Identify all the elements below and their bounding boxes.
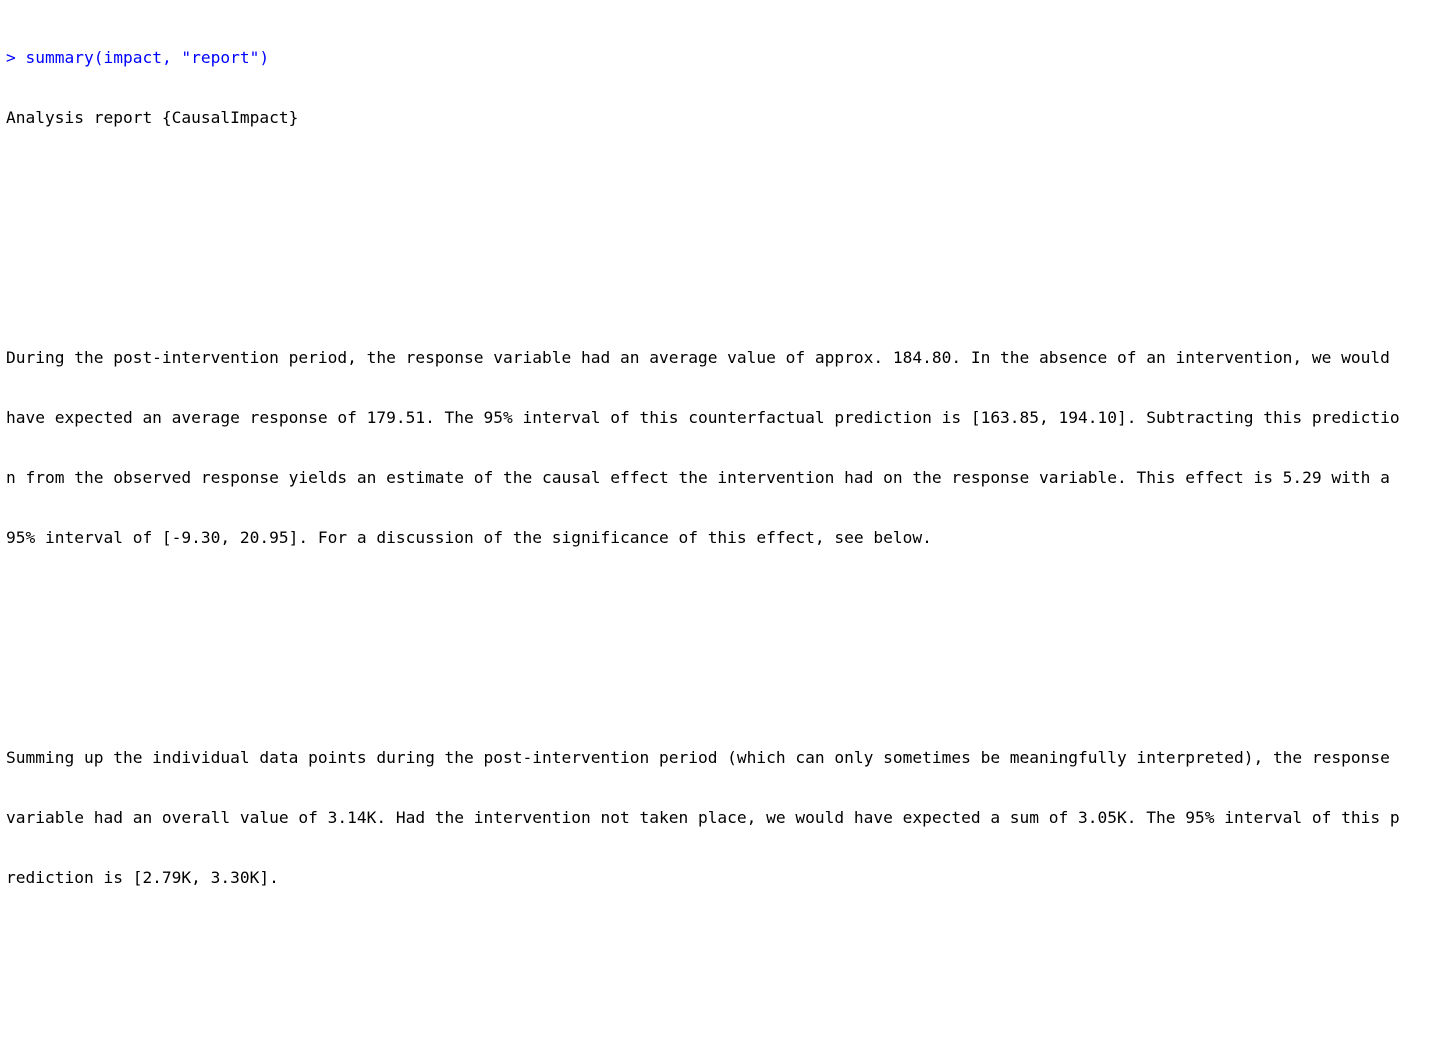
command-line: > summary(impact, "report") [6,48,1447,68]
output-title: Analysis report {CausalImpact} [6,108,299,127]
report-line: rediction is [2.79K, 3.30K]. [6,868,279,887]
blank-line [6,968,1447,988]
command-prompt: > [6,48,26,67]
report-paragraph-average: During the post-intervention period, the… [6,308,1447,588]
r-console[interactable]: > summary(impact, "report") Analysis rep… [0,0,1447,887]
report-line: During the post-intervention period, the… [6,348,1390,367]
command-text: summary(impact, "report") [25,48,270,67]
report-paragraph-relative: The above results are given in terms of … [6,1048,1447,1062]
blank-line [6,628,1447,648]
blank-line [6,168,1447,188]
report-line: 95% interval of [-9.30, 20.95]. For a di… [6,528,932,547]
blank-line [6,228,1447,248]
report-line: n from the observed response yields an e… [6,468,1390,487]
report-line: variable had an overall value of 3.14K. … [6,808,1400,827]
report-paragraph-cumulative: Summing up the individual data points du… [6,708,1447,928]
report-line: have expected an average response of 179… [6,408,1400,427]
report-line: Summing up the individual data points du… [6,748,1390,767]
